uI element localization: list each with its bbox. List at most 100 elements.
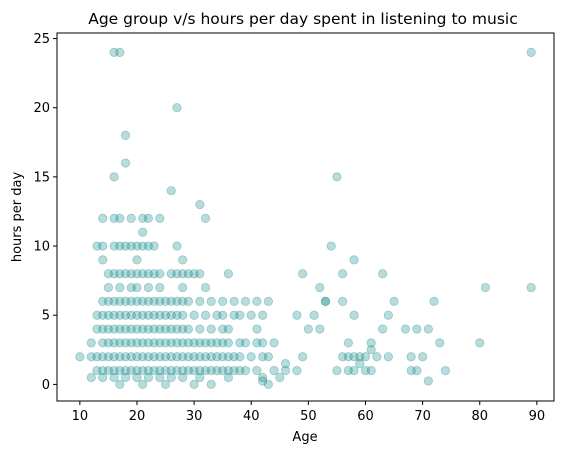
data-point [480,282,491,293]
data-point [178,310,188,320]
data-point [172,324,182,334]
data-point [120,310,131,320]
data-point [223,352,233,362]
data-point [195,372,205,383]
data-point [235,365,245,376]
y-tick-label: 15 [33,170,50,185]
data-point [218,338,228,348]
data-point [166,338,176,348]
data-point [98,213,108,223]
data-point [178,352,188,362]
data-point [109,296,119,306]
data-point [212,310,222,320]
data-point [355,359,365,369]
data-point [218,352,228,362]
data-point [206,365,216,376]
data-point [183,352,193,362]
data-point [98,365,108,376]
data-point [423,376,433,386]
data-point [92,324,102,334]
x-tick-label: 20 [129,409,146,424]
data-point [338,269,348,279]
data-point [166,352,176,362]
data-point [103,365,114,376]
data-point [109,338,119,348]
data-point [138,324,148,334]
data-point [172,103,182,113]
data-point [103,338,114,348]
data-point [200,352,211,362]
data-point [303,324,313,334]
y-tick-label: 0 [42,378,50,393]
data-point [92,241,102,251]
data-point [109,372,119,383]
data-point [269,365,279,376]
data-point [138,352,148,362]
data-point [360,352,371,362]
data-point [240,338,251,348]
data-point [132,296,142,306]
data-point [166,296,176,306]
data-point [132,338,142,348]
data-point [120,352,131,362]
data-point [263,379,273,389]
data-point [195,199,205,210]
data-point [115,310,125,320]
data-point [98,372,108,383]
data-point [109,47,119,57]
data-point [132,282,142,293]
data-point [252,365,262,376]
data-point [172,365,182,376]
data-point [258,372,268,383]
data-point [149,296,159,306]
data-point [195,296,205,306]
data-point [189,379,199,389]
data-point [155,365,165,376]
data-point [155,269,165,279]
data-point [98,255,108,265]
data-point [206,352,216,362]
data-point [189,338,199,348]
data-point [149,324,159,334]
data-point [109,324,119,334]
data-point [206,338,216,348]
data-point [378,269,388,279]
data-point [406,352,416,362]
data-point [149,241,159,251]
data-point [149,338,159,348]
data-point [138,227,148,237]
chart-title: Age group v/s hours per day spent in lis… [88,10,518,28]
data-point [178,338,188,348]
data-point [92,365,102,376]
data-point [189,269,199,279]
data-point [103,269,114,279]
data-point [298,352,308,362]
y-tick-label: 5 [42,309,50,324]
data-point [126,282,136,293]
data-point [166,324,176,334]
data-point [155,296,165,306]
data-point [132,269,142,279]
data-point [178,372,188,383]
data-point [309,310,319,320]
data-point [475,338,485,348]
data-point [155,324,165,334]
data-point [115,352,125,362]
data-point [235,338,245,348]
data-point [275,372,285,383]
data-point [98,338,108,348]
data-point [126,352,136,362]
data-point [155,282,165,293]
data-point [172,352,182,362]
data-point [229,296,239,306]
data-point [440,365,451,376]
data-point [258,338,268,348]
data-point [412,324,422,334]
data-point [326,241,336,251]
data-point [155,338,165,348]
data-point [429,296,439,306]
x-tick-label: 90 [529,409,546,424]
data-point [120,296,131,306]
data-point [143,213,153,223]
data-point [320,296,331,306]
